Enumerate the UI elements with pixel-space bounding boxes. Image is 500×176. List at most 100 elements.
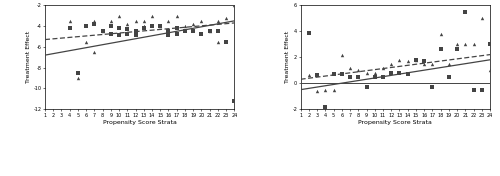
Point xyxy=(198,33,205,36)
Point xyxy=(222,16,230,19)
Point xyxy=(98,30,106,33)
Point xyxy=(214,30,222,33)
Point xyxy=(354,69,362,72)
Point xyxy=(478,17,486,20)
Point xyxy=(470,43,478,46)
Point xyxy=(370,75,378,78)
Point xyxy=(124,28,132,31)
Point xyxy=(214,40,222,43)
Y-axis label: Treatment Effect: Treatment Effect xyxy=(26,31,31,83)
Point xyxy=(90,23,98,25)
Point xyxy=(98,30,106,33)
Point xyxy=(66,19,74,22)
Point xyxy=(313,90,321,92)
Point xyxy=(453,43,461,46)
Point xyxy=(346,75,354,78)
X-axis label: Propensity Score Strata: Propensity Score Strata xyxy=(358,120,432,125)
Point xyxy=(387,62,395,65)
Point xyxy=(486,69,494,72)
Point xyxy=(379,66,387,69)
Point xyxy=(206,30,214,33)
Point xyxy=(470,88,478,91)
Point xyxy=(132,34,140,37)
Point xyxy=(404,60,411,62)
Point xyxy=(445,62,453,65)
Point xyxy=(354,75,362,78)
Point xyxy=(90,19,98,22)
Point xyxy=(412,58,420,61)
X-axis label: Propensity Score Strata: Propensity Score Strata xyxy=(102,120,176,125)
Point xyxy=(346,66,354,69)
Point xyxy=(198,19,205,22)
Point xyxy=(189,30,197,33)
Point xyxy=(90,51,98,54)
Point xyxy=(124,23,132,25)
Point xyxy=(396,58,404,61)
Point xyxy=(436,48,444,51)
Point xyxy=(172,27,180,30)
Point xyxy=(445,75,453,78)
Point xyxy=(115,14,123,17)
Point xyxy=(107,19,115,22)
Point xyxy=(305,31,313,34)
Point xyxy=(322,105,330,108)
Point xyxy=(66,27,74,30)
Point xyxy=(164,30,172,33)
Point xyxy=(313,74,321,77)
Point xyxy=(115,34,123,37)
Point xyxy=(132,19,140,22)
Point xyxy=(387,71,395,74)
Point xyxy=(305,74,313,77)
Point xyxy=(156,25,164,27)
Point xyxy=(462,43,469,46)
Point xyxy=(462,10,469,13)
Point xyxy=(181,25,189,27)
Point xyxy=(436,32,444,35)
Point xyxy=(74,71,82,74)
Point xyxy=(214,19,222,22)
Point xyxy=(181,30,189,33)
Point xyxy=(412,58,420,61)
Point xyxy=(206,30,214,33)
Point xyxy=(82,40,90,43)
Point xyxy=(164,19,172,22)
Point xyxy=(140,25,148,27)
Point xyxy=(156,25,164,27)
Point xyxy=(396,71,404,74)
Point xyxy=(338,53,346,56)
Point xyxy=(330,73,338,76)
Point xyxy=(230,99,238,102)
Point xyxy=(222,40,230,43)
Point xyxy=(148,14,156,17)
Point xyxy=(428,86,436,89)
Point xyxy=(74,77,82,79)
Point xyxy=(370,71,378,74)
Point xyxy=(172,33,180,36)
Point xyxy=(124,33,132,36)
Point xyxy=(172,14,180,17)
Point xyxy=(379,75,387,78)
Point xyxy=(420,62,428,65)
Point xyxy=(107,25,115,27)
Point xyxy=(82,25,90,27)
Point xyxy=(189,23,197,25)
Point xyxy=(230,4,238,7)
Point xyxy=(148,25,156,27)
Point xyxy=(115,27,123,30)
Point xyxy=(164,34,172,37)
Point xyxy=(428,62,436,65)
Point xyxy=(140,19,148,22)
Point xyxy=(322,88,330,91)
Point xyxy=(420,60,428,62)
Point xyxy=(404,73,411,76)
Point xyxy=(140,27,148,30)
Point xyxy=(362,86,370,89)
Point xyxy=(486,43,494,46)
Point xyxy=(453,48,461,51)
Y-axis label: Treatment Effect: Treatment Effect xyxy=(284,31,290,83)
Point xyxy=(362,71,370,74)
Point xyxy=(478,88,486,91)
Point xyxy=(107,33,115,36)
Point xyxy=(330,88,338,91)
Point xyxy=(132,30,140,33)
